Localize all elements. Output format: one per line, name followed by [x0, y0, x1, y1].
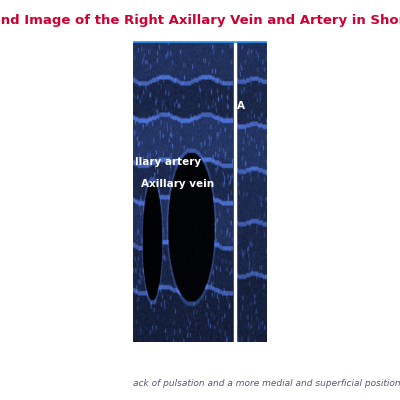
Text: llary artery: llary artery: [135, 157, 201, 167]
Text: ack of pulsation and a more medial and superficial position differentiate the ax: ack of pulsation and a more medial and s…: [134, 380, 400, 388]
Bar: [236, 42, 266, 342]
Text: Axillary vein: Axillary vein: [142, 179, 214, 189]
Text: A: A: [237, 101, 245, 111]
Text: 2D Ultrasound Image of the Right Axillary Vein and Artery in Short-Axis View: 2D Ultrasound Image of the Right Axillar…: [0, 14, 400, 27]
Bar: [134, 42, 234, 342]
